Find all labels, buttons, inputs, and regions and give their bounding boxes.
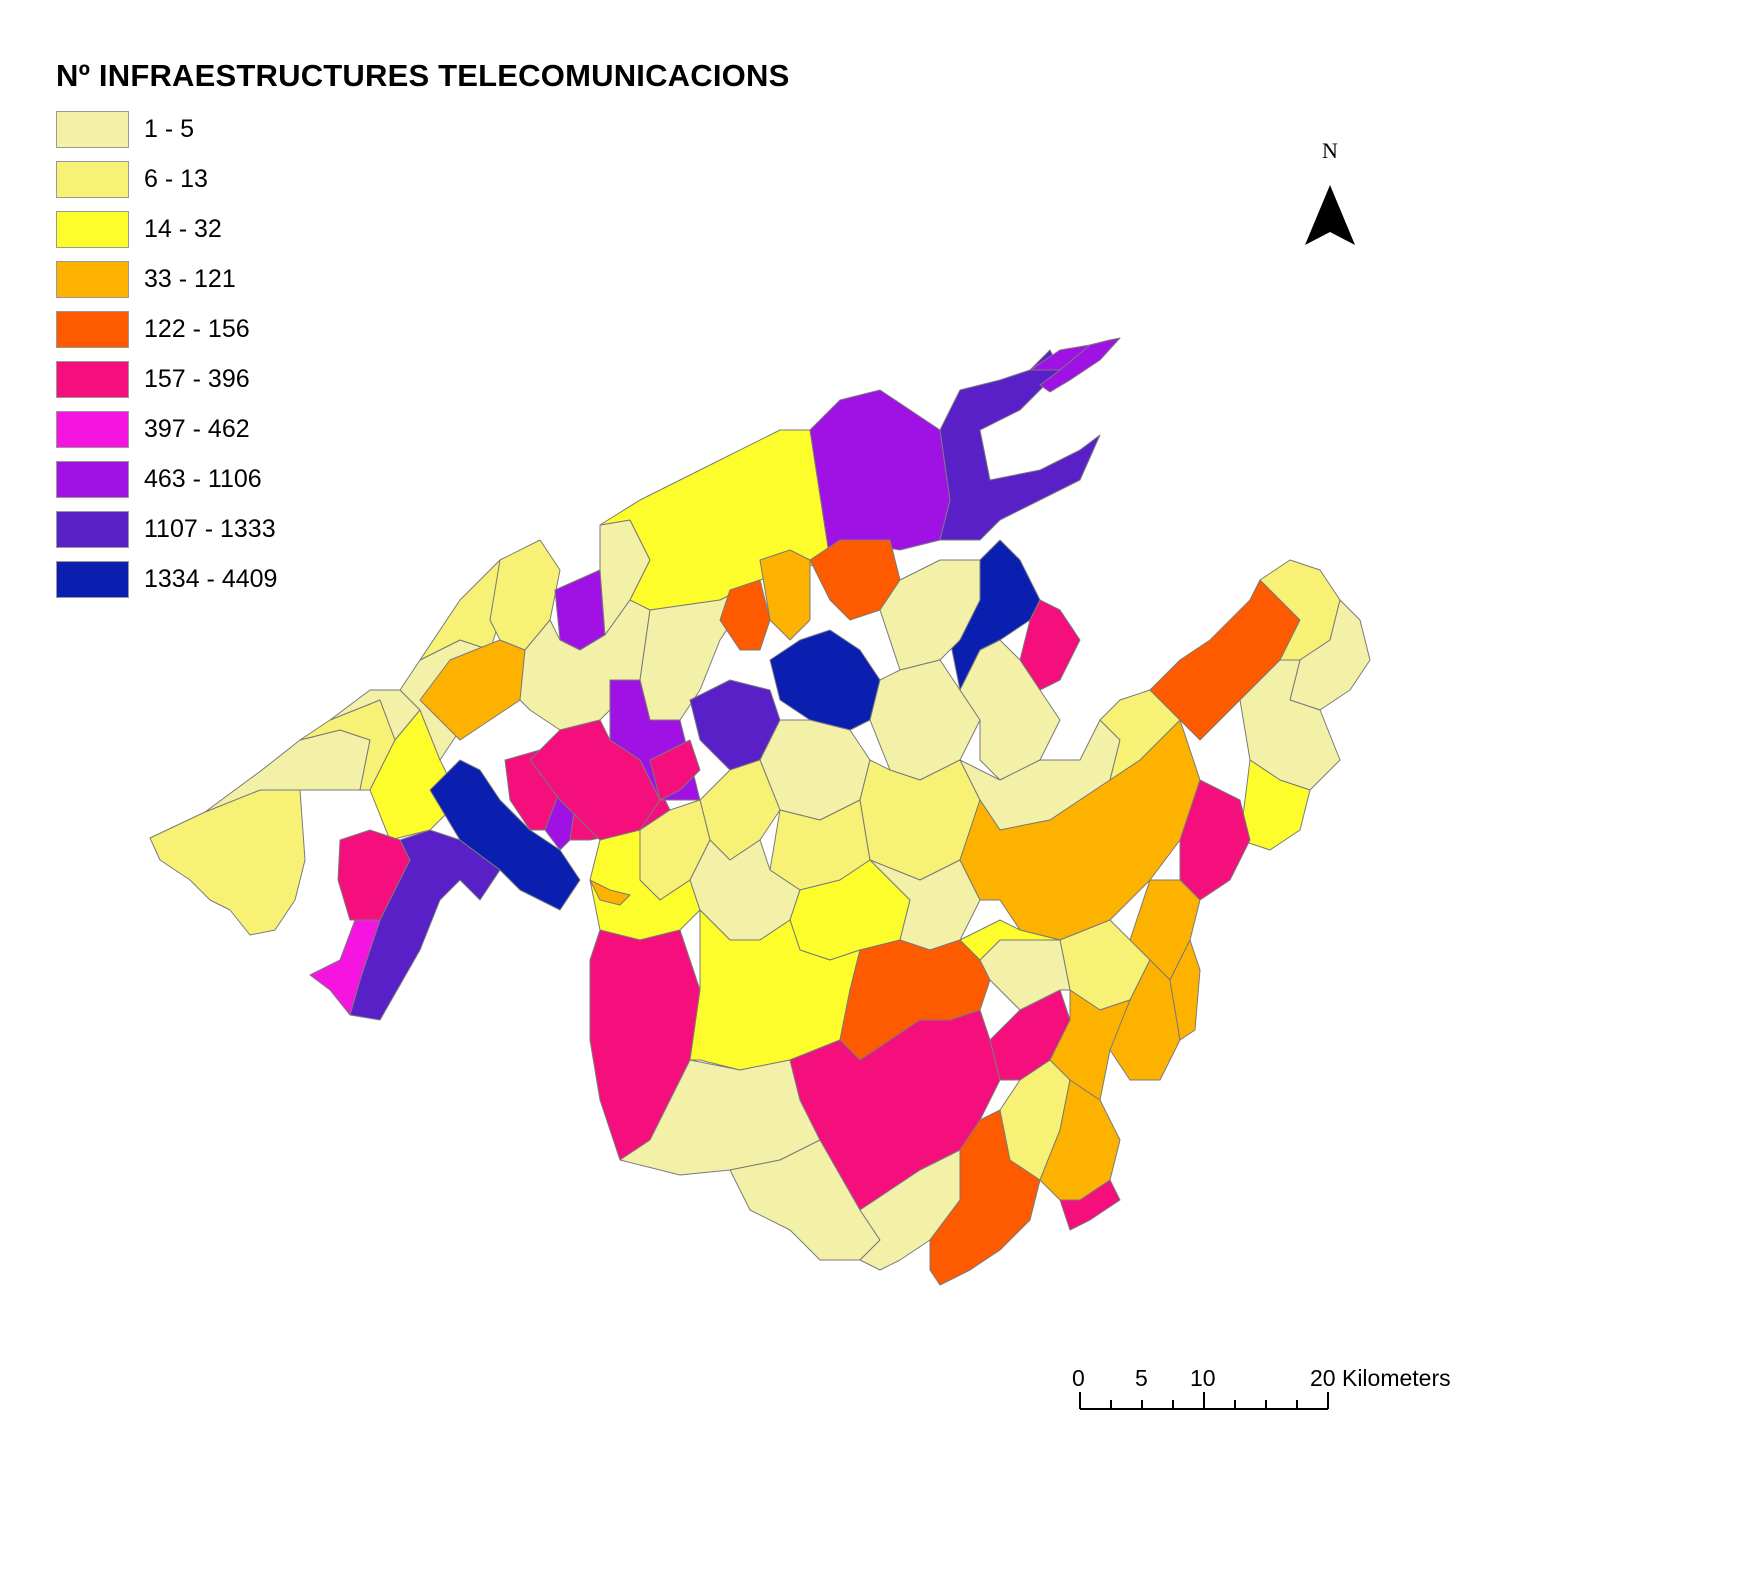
legend-swatch	[56, 111, 129, 148]
legend-label: 463 - 1106	[144, 465, 262, 493]
municipality-region	[769, 629, 881, 731]
scale-bar	[1079, 1392, 1329, 1410]
municipality-region	[959, 639, 1061, 781]
municipality-region	[649, 739, 701, 801]
legend-swatch	[56, 461, 129, 498]
municipality-region	[809, 389, 951, 561]
legend-item: 33 - 121	[56, 261, 356, 301]
municipality-region	[959, 719, 1201, 941]
legend-swatch	[56, 511, 129, 548]
legend-label: 397 - 462	[144, 415, 250, 443]
legend-item: 14 - 32	[56, 211, 356, 251]
legend-item: 1334 - 4409	[56, 561, 356, 601]
legend-label: 1334 - 4409	[144, 565, 278, 593]
scale-label: 0	[1072, 1365, 1085, 1391]
municipality-region	[939, 349, 1101, 541]
municipality-region	[554, 569, 606, 651]
map-title: Nº INFRAESTRUCTURES TELECOMUNICACIONS	[56, 58, 790, 93]
legend-swatch	[56, 311, 129, 348]
municipality-region	[1059, 1179, 1121, 1231]
municipality-region	[149, 789, 306, 936]
north-arrow-label: N	[1322, 138, 1338, 163]
municipality-region	[1169, 939, 1201, 1041]
legend-item: 157 - 396	[56, 361, 356, 401]
legend-label: 1107 - 1333	[144, 515, 276, 543]
municipality-region	[529, 719, 661, 841]
north-arrow-icon	[1305, 185, 1355, 245]
legend-item: 6 - 13	[56, 161, 356, 201]
legend-item: 1 - 5	[56, 111, 356, 151]
legend-item: 397 - 462	[56, 411, 356, 451]
municipality-region	[959, 919, 1061, 961]
legend-swatch	[56, 411, 129, 448]
legend-swatch	[56, 261, 129, 298]
scale-label: 10	[1190, 1365, 1216, 1391]
scale-label: 20 Kilometers	[1310, 1365, 1451, 1391]
municipality-region	[589, 879, 631, 906]
legend-item: 122 - 156	[56, 311, 356, 351]
municipality-region	[429, 759, 581, 911]
municipality-region	[1049, 989, 1131, 1101]
legend-label: 1 - 5	[144, 115, 195, 143]
legend-swatch	[56, 211, 129, 248]
legend-label: 6 - 13	[144, 165, 208, 193]
municipality-region	[349, 829, 501, 1021]
municipality-region	[1099, 689, 1181, 781]
legend-swatch	[56, 161, 129, 198]
legend-label: 122 - 156	[144, 315, 250, 343]
scale-label: 5	[1135, 1365, 1148, 1391]
municipality-region	[309, 919, 381, 1016]
legend-label: 33 - 121	[144, 265, 236, 293]
legend-label: 14 - 32	[144, 215, 222, 243]
legend-label: 157 - 396	[144, 365, 250, 393]
legend-item: 1107 - 1333	[56, 511, 356, 551]
legend-item: 463 - 1106	[56, 461, 356, 501]
municipality-region	[1039, 337, 1121, 393]
legend-swatch	[56, 361, 129, 398]
legend-swatch	[56, 561, 129, 598]
municipality-region	[719, 579, 771, 651]
